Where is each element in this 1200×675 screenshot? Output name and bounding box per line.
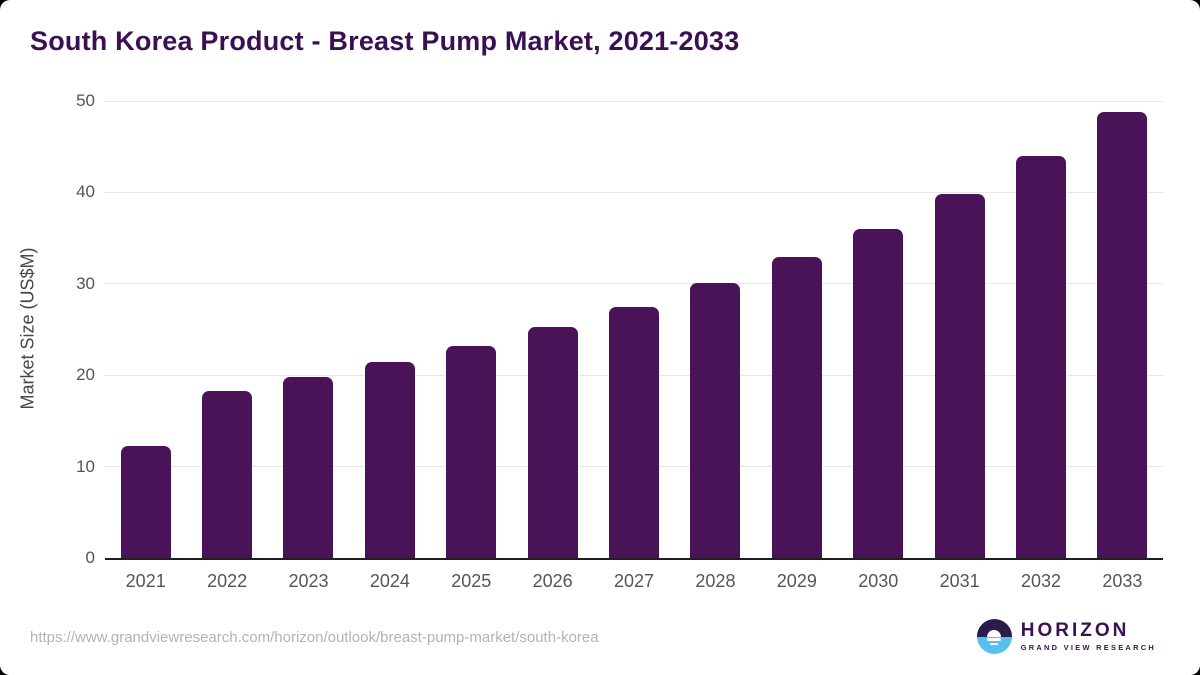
bar-band-2032 [1000, 101, 1081, 558]
bar-2028 [690, 282, 741, 558]
chart-title: South Korea Product - Breast Pump Market… [30, 26, 740, 56]
bar-2033 [1097, 111, 1148, 558]
y-tick-label-10: 10 [76, 456, 95, 476]
gridline-40 [105, 191, 1163, 193]
x-tick-label-2025: 2025 [451, 571, 492, 591]
bar-band-2026 [512, 101, 593, 558]
gridline-50 [105, 100, 1163, 102]
x-tick-label-2023: 2023 [288, 571, 329, 591]
bar-2021 [120, 445, 171, 558]
bar-2024 [364, 362, 415, 558]
horizon-logo-text: HORIZON GRAND VIEW RESEARCH [1021, 621, 1156, 651]
bar-band-2033 [1082, 101, 1163, 558]
y-tick-label-50: 50 [76, 91, 95, 110]
bar-band-2029 [756, 101, 837, 558]
bar-band-2024 [349, 101, 430, 558]
bar-2022 [202, 390, 253, 558]
bar-band-2031 [919, 101, 1000, 558]
bar-band-2027 [593, 101, 674, 558]
logo-name: HORIZON [1020, 620, 1130, 642]
x-tick-label-2033: 2033 [1102, 571, 1143, 591]
x-tick-label-2029: 2029 [776, 571, 817, 591]
bar-series [105, 101, 1163, 558]
bar-band-2021 [105, 101, 186, 558]
source-url: https://www.grandviewresearch.com/horizo… [30, 629, 599, 646]
plot-area [105, 100, 1163, 560]
x-tick-label-2024: 2024 [369, 571, 410, 591]
bar-band-2025 [431, 101, 512, 558]
x-tick-label-2026: 2026 [532, 571, 573, 591]
horizon-logo-icon [976, 619, 1012, 654]
x-tick-label-2027: 2027 [614, 571, 655, 591]
bar-2030 [853, 228, 904, 558]
horizon-logo: HORIZON GRAND VIEW RESEARCH [976, 619, 1156, 654]
x-axis-labels: 2021 2022 2023 2024 2025 2026 2027 2028 2029 2030… [105, 571, 1163, 592]
bar-band-2023 [268, 101, 349, 558]
bar-2032 [1015, 155, 1066, 558]
bar-band-2030 [838, 101, 919, 558]
logo-subtitle: GRAND VIEW RESEARCH [1020, 643, 1156, 653]
y-tick-label-30: 30 [76, 273, 95, 293]
bar-2025 [446, 345, 497, 558]
bar-2026 [527, 326, 578, 558]
bar-2023 [283, 377, 334, 558]
bar-2031 [934, 194, 985, 558]
x-tick-label-2028: 2028 [695, 571, 736, 591]
x-tick-label-2031: 2031 [939, 571, 980, 591]
x-tick-label-2021: 2021 [125, 571, 166, 591]
bar-2029 [771, 257, 822, 558]
bar-2027 [609, 306, 660, 558]
x-tick-label-2032: 2032 [1020, 571, 1062, 591]
y-tick-label-40: 40 [76, 182, 95, 202]
gridline-30 [105, 283, 1163, 285]
x-tick-label-2022: 2022 [207, 571, 248, 591]
y-tick-label-0: 0 [85, 548, 95, 567]
bar-band-2022 [186, 101, 267, 558]
y-tick-label-20: 20 [76, 365, 95, 385]
y-axis-ticks: 0 10 20 30 40 50 [0, 91, 95, 567]
x-tick-label-2030: 2030 [858, 571, 899, 591]
bar-band-2028 [675, 101, 756, 558]
